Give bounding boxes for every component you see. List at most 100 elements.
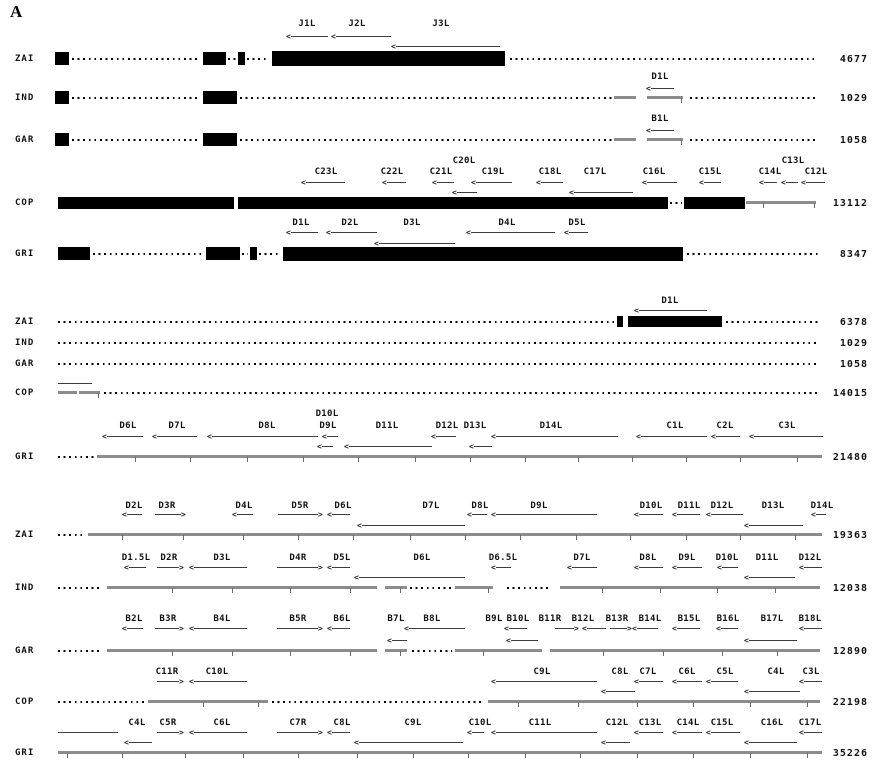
gray-line-segment bbox=[746, 201, 816, 204]
gene-label: B15L bbox=[677, 614, 701, 624]
gene-arrow-head: < bbox=[471, 178, 476, 187]
gray-line-segment bbox=[455, 586, 493, 589]
gene-arrow bbox=[58, 383, 92, 384]
conserved-block-segment bbox=[55, 52, 69, 65]
gene-label: D1L bbox=[292, 218, 310, 228]
gene-arrow-head: < bbox=[672, 624, 677, 633]
gene-arrow-head: < bbox=[354, 573, 359, 582]
gene-arrow bbox=[472, 732, 484, 733]
gene-arrow bbox=[764, 182, 777, 183]
gene-label: D8L bbox=[639, 553, 657, 563]
gene-arrow-head: < bbox=[431, 432, 436, 441]
dotted-gap-segment bbox=[412, 650, 452, 652]
gene-arrow bbox=[332, 567, 350, 568]
gene-arrow bbox=[359, 742, 463, 743]
dotted-gap-segment bbox=[259, 253, 281, 255]
gene-arrow bbox=[804, 732, 822, 733]
gene-arrow bbox=[639, 567, 663, 568]
gene-arrow-head: < bbox=[491, 563, 496, 572]
gene-arrow bbox=[127, 628, 143, 629]
gene-arrow-head: < bbox=[564, 228, 569, 237]
gene-label: B5R bbox=[289, 614, 307, 624]
tick-mark bbox=[686, 457, 687, 462]
gene-label: B4L bbox=[213, 614, 231, 624]
strain-label: GRI bbox=[15, 249, 35, 259]
gene-arrow-head: < bbox=[744, 687, 749, 696]
tick-mark bbox=[468, 753, 469, 758]
tick-mark bbox=[750, 702, 751, 707]
gene-arrow bbox=[637, 628, 658, 629]
gene-arrow bbox=[639, 310, 707, 311]
gene-label: C10L bbox=[468, 718, 492, 728]
gene-label: D4L bbox=[498, 218, 516, 228]
conserved-block-segment bbox=[206, 247, 240, 260]
gene-label: D11L bbox=[755, 553, 779, 563]
tick-mark bbox=[185, 753, 186, 758]
gene-arrow-head: < bbox=[749, 432, 754, 441]
gene-arrow bbox=[804, 567, 822, 568]
conserved-block-segment bbox=[58, 197, 234, 209]
gene-label: D1L bbox=[661, 296, 679, 306]
gene-label: D7L bbox=[422, 501, 440, 511]
gene-label: C18L bbox=[538, 167, 562, 177]
gene-arrow-head: < bbox=[327, 563, 332, 572]
gene-label: C13L bbox=[638, 718, 662, 728]
gene-label: D8L bbox=[471, 501, 489, 511]
tick-mark bbox=[290, 651, 291, 656]
gene-arrow-head: < bbox=[327, 728, 332, 737]
gene-label: C6L bbox=[213, 718, 231, 728]
gene-label: C6L bbox=[678, 667, 696, 677]
strain-label: IND bbox=[15, 583, 35, 593]
gene-arrow bbox=[651, 88, 674, 89]
gene-arrow-head: > bbox=[318, 510, 323, 519]
gene-arrow-head: > bbox=[179, 563, 184, 572]
tick-mark bbox=[740, 457, 741, 462]
gene-arrow-head: < bbox=[124, 563, 129, 572]
gene-arrow bbox=[610, 628, 627, 629]
gene-label: D9L bbox=[319, 421, 337, 431]
gene-label: C4L bbox=[128, 718, 146, 728]
gene-label: D13L bbox=[463, 421, 487, 431]
gene-arrow-head: < bbox=[672, 563, 677, 572]
gene-arrow bbox=[194, 681, 247, 682]
gene-arrow bbox=[704, 182, 721, 183]
conserved-block-segment bbox=[55, 91, 69, 104]
gene-arrow-head: < bbox=[672, 728, 677, 737]
gene-label: B18L bbox=[798, 614, 822, 624]
gene-label: B3R bbox=[159, 614, 177, 624]
conserved-block-segment bbox=[238, 197, 668, 209]
gene-label: D5L bbox=[568, 218, 586, 228]
gene-label: C16L bbox=[642, 167, 666, 177]
gray-line-segment bbox=[455, 649, 542, 652]
gene-label: C7L bbox=[639, 667, 657, 677]
tick-mark bbox=[807, 702, 808, 707]
conserved-block-segment bbox=[55, 133, 69, 146]
tick-mark bbox=[525, 457, 526, 462]
gene-arrow bbox=[157, 732, 179, 733]
gene-label: D9L bbox=[678, 553, 696, 563]
gene-arrow bbox=[332, 514, 350, 515]
gene-label: C3L bbox=[778, 421, 796, 431]
tick-mark bbox=[580, 753, 581, 758]
dotted-gap-segment bbox=[58, 701, 145, 703]
tick-mark bbox=[763, 203, 764, 208]
gene-label: D12L bbox=[798, 553, 822, 563]
gene-arrow-head: < bbox=[781, 178, 786, 187]
gene-arrow bbox=[157, 436, 197, 437]
length-value: 22198 bbox=[832, 697, 868, 708]
tick-mark bbox=[693, 753, 694, 758]
tick-mark bbox=[814, 203, 815, 208]
gene-arrow bbox=[471, 232, 555, 233]
gene-label: C5L bbox=[716, 667, 734, 677]
gene-arrow bbox=[574, 192, 633, 193]
length-value: 19363 bbox=[832, 530, 868, 541]
gray-line-segment bbox=[97, 455, 822, 458]
gene-arrow-head: < bbox=[706, 510, 711, 519]
gene-arrow-head: < bbox=[744, 573, 749, 582]
tick-mark bbox=[603, 651, 604, 656]
tick-mark bbox=[750, 753, 751, 758]
tick-mark bbox=[681, 140, 682, 145]
dotted-gap-segment bbox=[58, 321, 614, 323]
gene-arrow-head: < bbox=[331, 32, 336, 41]
tick-mark bbox=[663, 651, 664, 656]
